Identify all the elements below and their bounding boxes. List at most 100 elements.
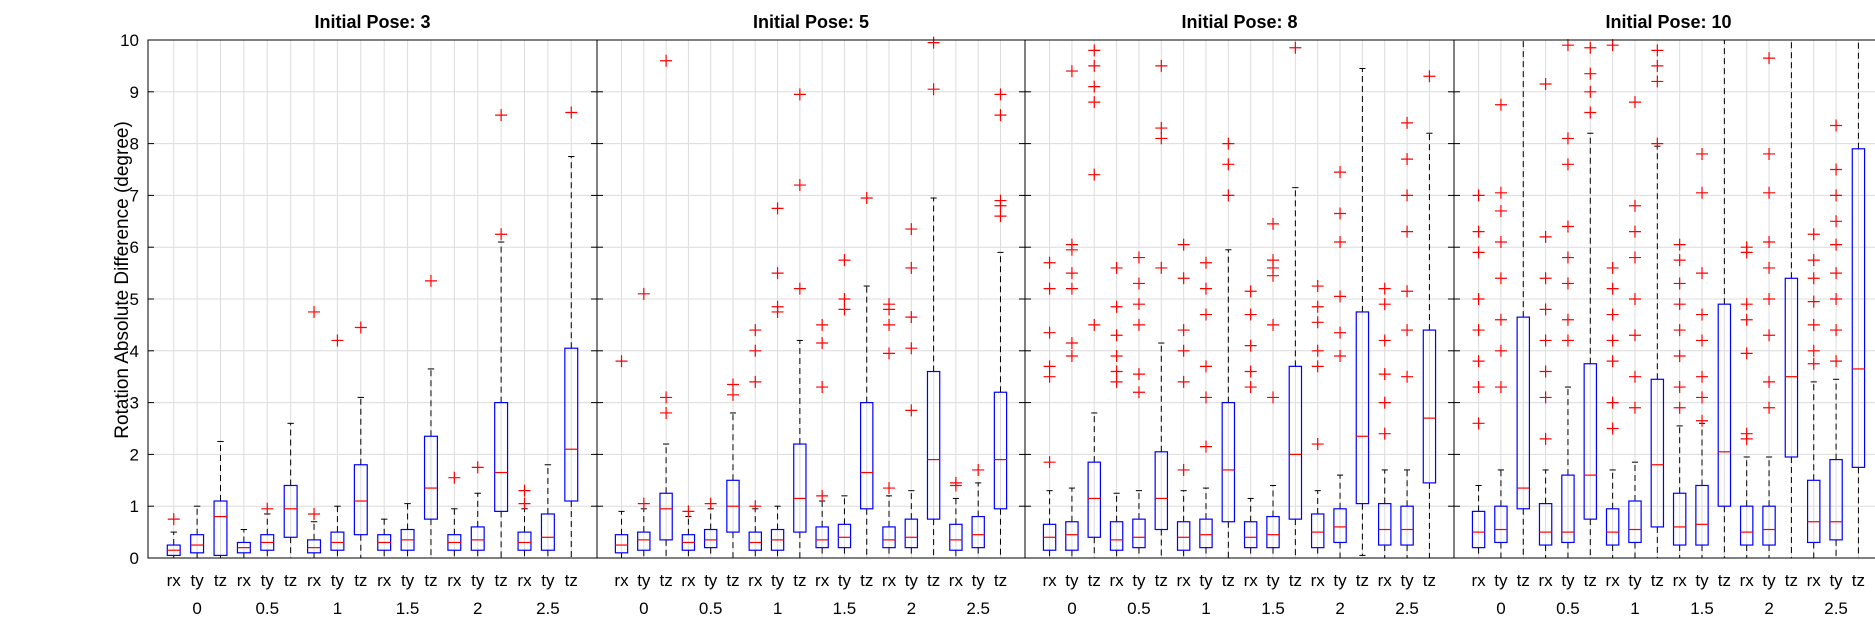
box-tz-1 [1650, 44, 1665, 559]
x-tick-label-ty: ty [972, 571, 986, 590]
group-label: 2.5 [536, 599, 560, 618]
outlier-marker [471, 461, 484, 474]
box-iqr [1176, 521, 1191, 551]
outlier-marker [1807, 228, 1820, 241]
group-label: 0.5 [1127, 599, 1151, 618]
box-iqr [330, 531, 345, 551]
outlier-marker [1673, 401, 1686, 414]
box-rx-1 [1605, 39, 1620, 559]
box-iqr [748, 531, 763, 551]
outlier-marker [1830, 238, 1843, 251]
outlier-marker [1494, 204, 1507, 217]
box-rx-2 [882, 298, 896, 559]
x-tick-label-rx: rx [1807, 571, 1822, 590]
outlier-marker [1334, 166, 1347, 179]
group-label: 2 [1764, 599, 1773, 618]
outlier-marker [994, 88, 1007, 101]
x-tick-label-ty: ty [401, 571, 415, 590]
box-iqr [1355, 311, 1370, 505]
outlier-marker [1763, 401, 1776, 414]
outlier-marker [1311, 438, 1324, 451]
box-iqr [1400, 505, 1414, 546]
box-tz-2 [926, 36, 941, 559]
x-tick-label-ty: ty [704, 571, 718, 590]
box-rx-1.5 [1243, 285, 1258, 559]
outlier-marker [1696, 147, 1709, 160]
outlier-marker [1696, 267, 1709, 280]
box-tz-0.5 [726, 378, 740, 559]
outlier-marker [1740, 313, 1753, 326]
y-tick-label: 8 [130, 135, 139, 154]
outlier-marker [1561, 158, 1574, 171]
box-iqr [1199, 518, 1213, 549]
x-tick-label-tz: tz [565, 571, 578, 590]
outlier-marker [1830, 293, 1843, 305]
outlier-marker [1561, 334, 1574, 347]
box-iqr [1288, 365, 1303, 520]
x-tick-label-ty: ty [1762, 571, 1776, 590]
x-tick-label-rx: rx [1673, 571, 1688, 590]
outlier-marker [1628, 96, 1641, 109]
box-ty-0.5 [1132, 251, 1146, 559]
outlier-marker [1378, 427, 1391, 440]
outlier-marker [1244, 365, 1257, 378]
outlier-marker [1088, 80, 1101, 93]
outlier-marker [1763, 329, 1776, 342]
x-tick-label-ty: ty [1695, 571, 1709, 590]
outlier-marker [1267, 318, 1280, 331]
y-tick-label: 5 [130, 290, 139, 309]
outlier-marker [1606, 355, 1619, 368]
box-tz-0 [659, 54, 673, 559]
box-iqr [614, 534, 629, 554]
outlier-marker [1244, 381, 1257, 394]
outlier-marker [1651, 59, 1664, 72]
box-rx-0 [1471, 189, 1486, 559]
x-tick-label-ty: ty [261, 571, 275, 590]
outlier-marker [1807, 254, 1820, 267]
x-tick-label-rx: rx [1606, 571, 1621, 590]
outlier-marker [1132, 251, 1145, 264]
outlier-marker [1539, 230, 1552, 243]
x-tick-label-rx: rx [748, 571, 763, 590]
outlier-marker [793, 88, 806, 101]
x-tick-label-tz: tz [495, 571, 508, 590]
x-tick-label-rx: rx [307, 571, 322, 590]
outlier-marker [1088, 96, 1101, 109]
x-tick-label-rx: rx [1539, 571, 1554, 590]
outlier-marker [1606, 282, 1619, 295]
box-iqr [971, 515, 985, 549]
outlier-marker [1696, 414, 1709, 427]
box-iqr [353, 464, 368, 536]
x-tick-label-tz: tz [354, 571, 367, 590]
box-rx-0 [614, 355, 629, 559]
outlier-marker [1539, 78, 1552, 91]
outlier-marker [660, 391, 673, 404]
x-tick-label-rx: rx [517, 571, 532, 590]
outlier-marker [1177, 375, 1190, 388]
outlier-marker [1267, 217, 1280, 230]
box-ty-1.5 [400, 503, 415, 559]
outlier-marker [682, 505, 695, 518]
outlier-marker [860, 191, 873, 204]
x-tick-label-ty: ty [1829, 571, 1843, 590]
x-tick-label-tz: tz [1718, 571, 1731, 590]
outlier-marker [994, 194, 1007, 207]
box-iqr [815, 526, 829, 549]
outlier-marker [1830, 189, 1843, 202]
outlier-marker [1222, 158, 1235, 171]
outlier-marker [1065, 282, 1078, 295]
box-rx-0.5 [236, 529, 251, 559]
box-ty-1 [1628, 96, 1642, 559]
outlier-marker [1401, 189, 1414, 202]
box-iqr [993, 391, 1008, 510]
outlier-marker [1561, 220, 1574, 233]
outlier-marker [167, 513, 180, 526]
outlier-marker [1043, 370, 1056, 383]
outlier-marker [1584, 41, 1597, 54]
box-iqr [1739, 505, 1754, 546]
box-tz-1.5 [423, 274, 438, 559]
outlier-marker [308, 507, 321, 520]
x-tick-label-rx: rx [237, 571, 252, 590]
box-tz-1.5 [859, 191, 874, 559]
